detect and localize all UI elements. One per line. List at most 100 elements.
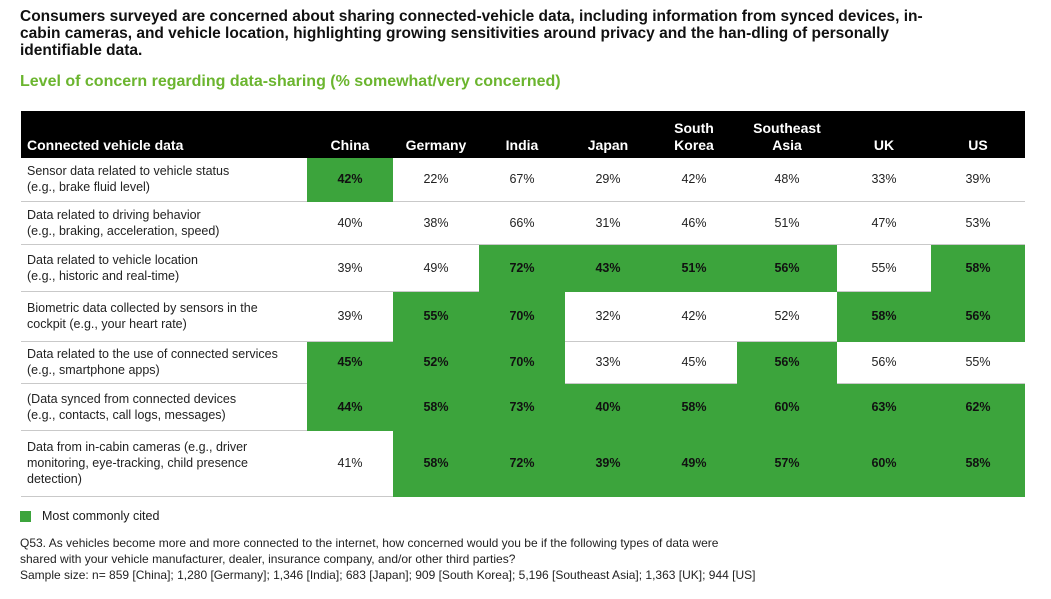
row-label-line: Data from in-cabin cameras (e.g., driver bbox=[27, 440, 248, 454]
value-cell: 43% bbox=[565, 244, 651, 292]
row-label: (Data synced from connected devices (e.g.… bbox=[21, 383, 307, 431]
value-cell: 42% bbox=[651, 158, 737, 202]
value-cell: 60% bbox=[837, 430, 931, 497]
column-header: South Korea bbox=[651, 111, 737, 158]
value-cell: 47% bbox=[837, 201, 931, 245]
concern-table: Connected vehicle data China Germany India… bbox=[21, 111, 1025, 497]
value-cell: 38% bbox=[393, 201, 479, 245]
row-label-line: (e.g., historic and real-time) bbox=[27, 268, 180, 283]
row-label: Data from in-cabin cameras (e.g., driver… bbox=[21, 430, 307, 497]
value-cell: 58% bbox=[837, 291, 931, 342]
row-label: Data related to driving behavior (e.g., b… bbox=[21, 201, 307, 245]
column-header: US bbox=[931, 111, 1025, 158]
value-cell: 67% bbox=[479, 158, 565, 202]
value-cell: 52% bbox=[737, 291, 837, 342]
table-row: Data related to driving behavior (e.g., b… bbox=[21, 201, 1025, 245]
row-label-line: (e.g., smartphone apps) bbox=[27, 363, 160, 377]
footnote-question-line-2: shared with your vehicle manufacturer, d… bbox=[20, 552, 516, 566]
value-cell: 72% bbox=[479, 430, 565, 497]
column-header: India bbox=[479, 111, 565, 158]
value-cell: 70% bbox=[479, 291, 565, 342]
row-label-line: (e.g., brake fluid level) bbox=[27, 180, 150, 195]
footnote: Q53. As vehicles become more and more co… bbox=[20, 535, 1020, 583]
row-label-line: monitoring, eye-tracking, child presence bbox=[27, 456, 248, 470]
value-cell: 57% bbox=[737, 430, 837, 497]
value-cell: 39% bbox=[931, 158, 1025, 202]
column-header: Japan bbox=[565, 111, 651, 158]
footnote-question-line-1: Q53. As vehicles become more and more co… bbox=[20, 536, 719, 550]
table-row: Biometric data collected by sensors in t… bbox=[21, 291, 1025, 342]
value-cell: 46% bbox=[651, 201, 737, 245]
value-cell: 70% bbox=[479, 341, 565, 384]
column-header: Germany bbox=[393, 111, 479, 158]
table-body: Sensor data related to vehicle status (e.… bbox=[21, 158, 1025, 497]
row-label-line: Biometric data collected by sensors in t… bbox=[27, 301, 258, 315]
value-cell: 42% bbox=[307, 158, 393, 202]
row-label-line: (Data synced from connected devices bbox=[27, 391, 237, 406]
value-cell: 45% bbox=[651, 341, 737, 384]
legend: Most commonly cited bbox=[20, 509, 159, 523]
value-cell: 55% bbox=[837, 244, 931, 292]
headline: Consumers surveyed are concerned about s… bbox=[20, 8, 923, 59]
legend-swatch bbox=[20, 510, 31, 522]
value-cell: 53% bbox=[931, 201, 1025, 245]
value-cell: 48% bbox=[737, 158, 837, 202]
value-cell: 58% bbox=[651, 383, 737, 431]
value-cell: 33% bbox=[565, 341, 651, 384]
legend-label: Most commonly cited bbox=[42, 509, 160, 523]
value-cell: 52% bbox=[393, 341, 479, 384]
value-cell: 40% bbox=[565, 383, 651, 431]
value-cell: 32% bbox=[565, 291, 651, 342]
row-label: Data related to the use of connected ser… bbox=[21, 341, 307, 384]
value-cell: 58% bbox=[393, 430, 479, 497]
footnote-sample-size: Sample size: n= 859 [China]; 1,280 [Germ… bbox=[20, 568, 756, 582]
value-cell: 56% bbox=[737, 244, 837, 292]
value-cell: 33% bbox=[837, 158, 931, 202]
column-header: Southeast Asia bbox=[737, 111, 837, 158]
table-row: Sensor data related to vehicle status (e.… bbox=[21, 158, 1025, 202]
value-cell: 31% bbox=[565, 201, 651, 245]
value-cell: 51% bbox=[651, 244, 737, 292]
value-cell: 29% bbox=[565, 158, 651, 202]
value-cell: 60% bbox=[737, 383, 837, 431]
row-label: Data related to vehicle location (e.g., h… bbox=[21, 244, 307, 292]
value-cell: 73% bbox=[479, 383, 565, 431]
value-cell: 39% bbox=[565, 430, 651, 497]
value-cell: 39% bbox=[307, 291, 393, 342]
value-cell: 51% bbox=[737, 201, 837, 245]
value-cell: 56% bbox=[837, 341, 931, 384]
header-row: Connected vehicle data China Germany India… bbox=[21, 111, 1025, 158]
value-cell: 49% bbox=[393, 244, 479, 292]
value-cell: 66% bbox=[479, 201, 565, 245]
value-cell: 49% bbox=[651, 430, 737, 497]
value-cell: 40% bbox=[307, 201, 393, 245]
column-header: China bbox=[307, 111, 393, 158]
column-header: UK bbox=[837, 111, 931, 158]
value-cell: 62% bbox=[931, 383, 1025, 431]
row-label-line: (e.g., contacts, call logs, messages) bbox=[27, 407, 226, 422]
value-cell: 72% bbox=[479, 244, 565, 292]
table-row: Data related to the use of connected ser… bbox=[21, 341, 1025, 384]
value-cell: 58% bbox=[931, 244, 1025, 292]
value-cell: 39% bbox=[307, 244, 393, 292]
value-cell: 63% bbox=[837, 383, 931, 431]
row-label-line: cockpit (e.g., your heart rate) bbox=[27, 317, 187, 331]
value-cell: 58% bbox=[931, 430, 1025, 497]
table-row: Data related to vehicle location (e.g., h… bbox=[21, 244, 1025, 292]
row-label-line: Data related to the use of connected ser… bbox=[27, 347, 278, 361]
value-cell: 56% bbox=[737, 341, 837, 384]
row-label-line: detection) bbox=[27, 472, 82, 486]
row-label-line: (e.g., braking, acceleration, speed) bbox=[27, 223, 220, 238]
row-label-line: Data related to driving behavior bbox=[27, 207, 201, 222]
value-cell: 58% bbox=[393, 383, 479, 431]
value-cell: 42% bbox=[651, 291, 737, 342]
value-cell: 22% bbox=[393, 158, 479, 202]
value-cell: 45% bbox=[307, 341, 393, 384]
row-label: Biometric data collected by sensors in t… bbox=[21, 291, 307, 342]
table-row: (Data synced from connected devices (e.g.… bbox=[21, 383, 1025, 431]
row-header: Connected vehicle data bbox=[21, 111, 307, 158]
value-cell: 41% bbox=[307, 430, 393, 497]
row-label-line: Sensor data related to vehicle status bbox=[27, 164, 230, 179]
row-label-line: Data related to vehicle location bbox=[27, 252, 198, 267]
value-cell: 44% bbox=[307, 383, 393, 431]
